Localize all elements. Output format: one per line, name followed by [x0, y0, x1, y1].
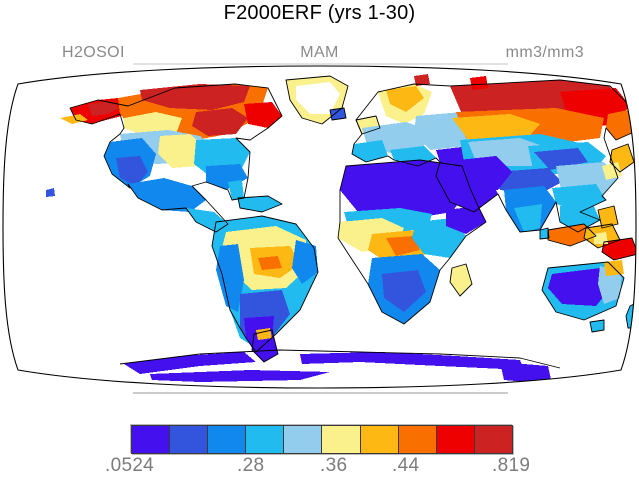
colorbar-swatch-7[interactable] — [360, 426, 399, 453]
units-label: mm3/mm3 — [505, 44, 584, 61]
map-svg — [2, 63, 637, 394]
world-map — [0, 62, 639, 400]
coast-australia — [541, 261, 625, 321]
region-florida — [228, 180, 244, 200]
colorbar-tick-2: .28 — [237, 455, 265, 476]
region-australia-east — [598, 266, 622, 304]
region-labrador — [244, 102, 282, 128]
region-philippines — [598, 206, 618, 228]
coast-borneo — [583, 223, 621, 249]
region-horn-of-africa — [446, 206, 486, 234]
colorbar-swatch-6[interactable] — [322, 426, 361, 453]
coast-antarctic-peninsula — [251, 329, 279, 363]
region-southeast-asia — [560, 202, 600, 232]
region-madagascar — [450, 264, 472, 296]
coast-iceland — [329, 107, 347, 121]
region-kamchatka — [606, 110, 634, 140]
colorbar-tick-5: .819 — [492, 455, 531, 476]
region-iberia — [352, 140, 388, 162]
colorbar-swatch-5[interactable] — [284, 426, 323, 453]
coast-south-america — [211, 215, 319, 353]
coast-japan — [609, 143, 635, 173]
region-sri-lanka — [540, 228, 549, 239]
coast-greenland — [285, 75, 349, 125]
colorbar-tick-1: .0524 — [105, 455, 155, 476]
colorbar-swatch-2[interactable] — [170, 426, 209, 453]
region-antarctica-ice-edge — [150, 370, 330, 382]
season-label: MAM — [300, 44, 339, 61]
region-hawaii — [46, 188, 55, 197]
coast-africa — [337, 159, 487, 325]
region-sulawesi — [594, 232, 608, 244]
region-novaya-zemlya — [470, 76, 488, 90]
variable-label: H2OSOI — [62, 44, 125, 61]
colorbar-swatch-4[interactable] — [246, 426, 285, 453]
coast-antarctica — [119, 349, 561, 369]
region-urals-belt — [452, 114, 540, 142]
page-title: F2000ERF (yrs 1-30) — [223, 2, 416, 24]
subheader-row: H2OSOI MAM mm3/mm3 — [0, 44, 639, 64]
region-kalahari — [382, 270, 426, 312]
region-brazil-coast — [292, 240, 318, 284]
coast-caribbean — [237, 195, 283, 213]
region-tasmania — [590, 320, 604, 332]
coast-tasmania — [589, 319, 605, 333]
region-greenland-ice — [296, 82, 340, 114]
colorbar-tick-3: .36 — [320, 455, 348, 476]
region-congo — [386, 236, 420, 256]
colorbar-tick-labels: .0524 .28 .36 .44 .819 — [0, 455, 639, 480]
region-tibet — [496, 168, 562, 194]
coast-sri-lanka — [539, 227, 550, 240]
coast-british-isles — [355, 115, 381, 135]
region-antarctica-peninsula-warm — [256, 328, 272, 340]
region-antarctica-coast2 — [300, 352, 524, 370]
region-andes — [216, 244, 244, 312]
colorbar-swatch-8[interactable] — [398, 426, 437, 453]
coast-madagascar — [449, 263, 473, 297]
region-antarctica-coast3 — [500, 362, 552, 384]
colorbar-swatch-1[interactable] — [132, 426, 171, 453]
region-australia-interior — [548, 268, 612, 306]
region-canada-yellow — [124, 112, 182, 136]
region-iceland — [330, 108, 346, 120]
region-hudson-east — [192, 108, 248, 136]
region-alaska-hot — [88, 101, 120, 116]
region-us-plains — [158, 134, 206, 168]
coast-north-america — [69, 83, 283, 233]
map-frame-outline — [2, 65, 637, 389]
region-svalbard — [414, 74, 430, 86]
region-india-south — [514, 204, 542, 232]
region-antarctica-coast — [124, 352, 256, 374]
colorbar-swatch-3[interactable] — [208, 426, 247, 453]
region-amazon-hot — [258, 256, 282, 270]
region-sahara-core — [344, 168, 462, 212]
coast-philippines — [597, 205, 619, 229]
region-scandinavia-hot — [386, 86, 424, 112]
colorbar-swatch-9[interactable] — [436, 426, 475, 453]
colorbar-tick-4: .44 — [392, 455, 420, 476]
colorbar-swatches[interactable] — [131, 425, 513, 454]
coast-new-guinea — [601, 237, 636, 261]
region-mexico — [128, 178, 206, 212]
region-us-southwest — [116, 156, 148, 186]
colorbar-swatch-10[interactable] — [474, 426, 512, 453]
colorbar — [131, 425, 513, 454]
